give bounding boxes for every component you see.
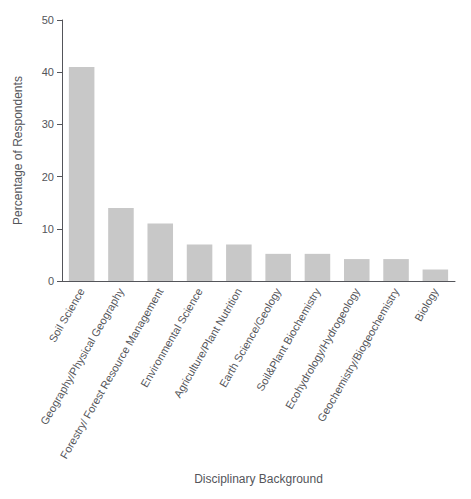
svg-text:50: 50 <box>42 14 54 26</box>
svg-text:Earth Science/Geology: Earth Science/Geology <box>216 286 284 390</box>
svg-text:Geochemistry/Biogeochemistry: Geochemistry/Biogeochemistry <box>315 286 402 424</box>
svg-text:Agriculture/Plant Nutrition: Agriculture/Plant Nutrition <box>171 286 244 400</box>
svg-text:Soil Science: Soil Science <box>46 286 87 344</box>
svg-text:Ecohydrology/Hydrogeology: Ecohydrology/Hydrogeology <box>283 286 362 411</box>
svg-text:10: 10 <box>42 223 54 235</box>
svg-text:Forestry/ Forest Resource Mana: Forestry/ Forest Resource Management <box>57 286 166 461</box>
svg-text:0: 0 <box>48 275 54 287</box>
svg-text:Disciplinary Background: Disciplinary Background <box>194 472 323 486</box>
svg-text:Soil&Plant Biochemistry: Soil&Plant Biochemistry <box>253 286 323 393</box>
svg-text:20: 20 <box>42 171 54 183</box>
svg-text:Geography/Physical Geography: Geography/Physical Geography <box>38 286 126 427</box>
svg-text:Biology: Biology <box>412 286 441 324</box>
svg-text:Environmental Science: Environmental Science <box>138 286 205 390</box>
svg-text:40: 40 <box>42 66 54 78</box>
svg-text:30: 30 <box>42 118 54 130</box>
svg-text:Percentage of Respondents: Percentage of Respondents <box>11 76 25 225</box>
